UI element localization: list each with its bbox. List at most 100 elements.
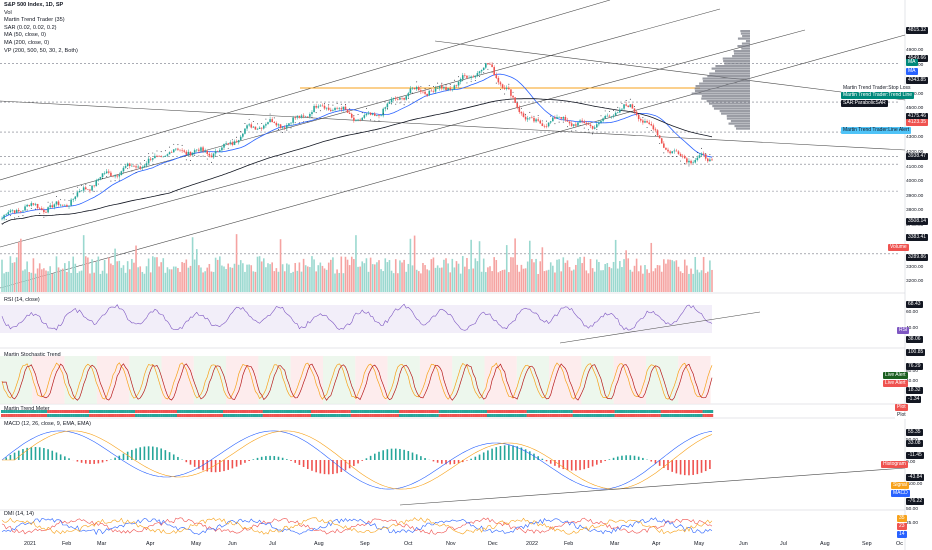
sar-dot xyxy=(629,98,631,100)
trend-meter-cell xyxy=(262,410,265,413)
trend-meter-cell xyxy=(107,410,111,413)
sar-dot xyxy=(650,129,652,131)
volume-bar xyxy=(642,273,644,292)
volume-profile-bar xyxy=(719,110,750,113)
candle-body xyxy=(223,143,225,148)
candle-body xyxy=(491,64,493,68)
trend-meter-cell xyxy=(151,410,154,413)
sar-dot xyxy=(72,193,74,195)
trend-meter-cell xyxy=(137,414,140,417)
sar-dot xyxy=(177,144,179,146)
trend-meter-cell xyxy=(623,410,626,413)
volume-bar xyxy=(279,239,282,292)
trend-meter-cell xyxy=(65,410,69,413)
trend-meter-cell xyxy=(166,414,169,417)
trend-meter-cell xyxy=(191,410,194,413)
volume-bar xyxy=(376,262,378,292)
trend-meter-cell xyxy=(313,414,316,417)
trend-meter-cell xyxy=(382,414,385,417)
candle-body xyxy=(172,149,175,153)
sar-dot xyxy=(391,103,393,105)
candle-body xyxy=(353,117,355,121)
trend-meter-label: Martin Trend Meter xyxy=(4,406,50,412)
volume-bar xyxy=(43,268,45,292)
trend-meter-cell xyxy=(384,414,387,417)
sar-dot xyxy=(185,159,187,161)
volume-bar xyxy=(254,271,257,292)
trend-meter-cell xyxy=(476,414,479,417)
candle-body xyxy=(508,87,510,90)
volume-bar xyxy=(679,271,682,292)
sar-dot xyxy=(349,108,351,110)
macd-histogram-bar xyxy=(105,460,108,462)
macd-histogram-bar xyxy=(214,460,217,473)
trend-meter-cell xyxy=(407,410,410,413)
trend-meter-cell xyxy=(91,414,94,417)
trend-meter-cell xyxy=(537,410,540,413)
stoch-d-line xyxy=(2,363,713,401)
trend-meter-cell xyxy=(1,414,4,417)
trend-meter-cell xyxy=(537,414,540,417)
trend-meter-cell xyxy=(308,410,312,413)
sar-dot xyxy=(646,127,648,129)
sar-dot xyxy=(340,103,342,105)
trend-meter-cell xyxy=(266,410,270,413)
volume-profile-bar xyxy=(737,45,750,48)
price-tag: MA xyxy=(906,68,918,75)
macd-histogram-bar xyxy=(198,460,200,469)
trend-meter-cell xyxy=(708,414,712,417)
trend-meter-cell xyxy=(524,410,527,413)
volume-bar xyxy=(340,256,343,292)
trend-meter-cell xyxy=(503,414,506,417)
stoch-background-zone xyxy=(161,356,194,404)
volume-bar xyxy=(604,264,606,292)
candle-body xyxy=(344,106,347,110)
trend-meter-cell xyxy=(553,414,557,417)
sar-dot xyxy=(420,86,422,87)
candle-body xyxy=(614,112,617,116)
trend-meter-cell xyxy=(413,410,416,413)
trend-meter-cell xyxy=(396,414,400,417)
volume-bar xyxy=(593,271,596,292)
trend-meter-cell xyxy=(361,414,364,417)
volume-bar xyxy=(212,271,215,292)
candle-body xyxy=(566,120,569,122)
trend-meter-cell xyxy=(30,414,33,417)
trend-meter-cell xyxy=(210,410,213,413)
sar-dot xyxy=(282,131,284,133)
trend-meter-cell xyxy=(407,414,410,417)
trend-meter-cell xyxy=(455,414,458,417)
volume-bar xyxy=(612,261,615,292)
trend-meter-cell xyxy=(604,414,607,417)
volume-bar xyxy=(480,271,483,292)
trend-meter-cell xyxy=(292,410,295,413)
volume-bar xyxy=(258,256,261,292)
trend-meter-cell xyxy=(667,414,670,417)
stoch-background-zone xyxy=(516,356,550,404)
trend-meter-cell xyxy=(382,410,385,413)
macd-tag: 33.08 xyxy=(906,440,923,447)
trend-meter-cell xyxy=(174,410,178,413)
sar-dot xyxy=(278,129,279,130)
macd-histogram-bar xyxy=(332,460,334,475)
price-tag: Martin Trend Trader:Trend Line xyxy=(841,92,915,99)
volume-profile-bar xyxy=(728,122,750,125)
trend-meter-cell xyxy=(568,410,571,413)
candle-body xyxy=(158,156,160,157)
sar-dot xyxy=(248,118,250,120)
candle-body xyxy=(181,150,183,151)
trend-meter-cell xyxy=(551,410,555,413)
volume-bar xyxy=(288,264,290,292)
candle-body xyxy=(131,165,133,167)
macd-tag: -11.45 xyxy=(906,452,924,459)
sar-dot xyxy=(550,115,552,117)
candle-body xyxy=(292,117,294,123)
volume-bar xyxy=(325,269,328,292)
trend-meter-cell xyxy=(38,410,41,413)
candle-body xyxy=(376,115,378,116)
trend-meter-cell xyxy=(176,414,180,417)
volume-bar xyxy=(95,262,98,292)
volume-bar xyxy=(434,267,437,292)
trend-meter-cell xyxy=(279,414,282,417)
